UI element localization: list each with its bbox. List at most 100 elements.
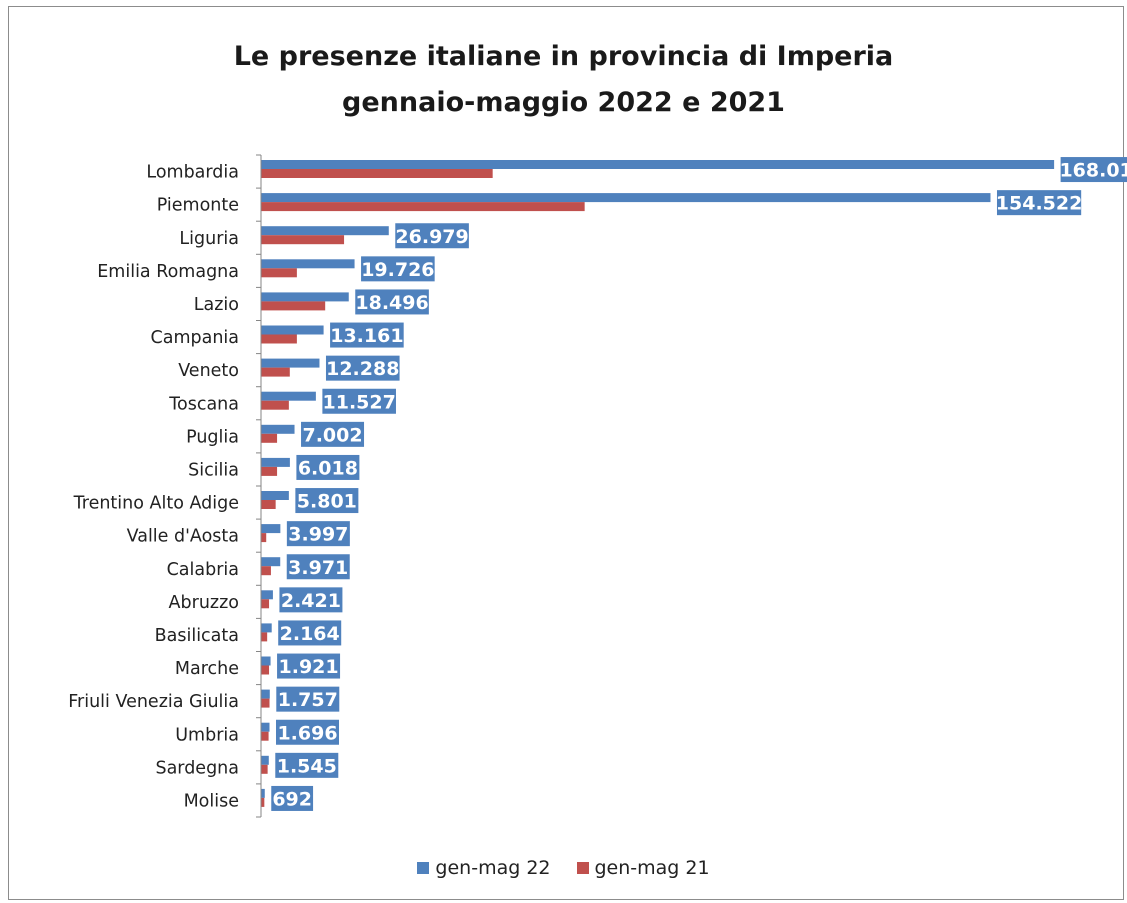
legend-label-2022: gen-mag 22 xyxy=(435,857,551,879)
bar-gen-mag-22 xyxy=(261,524,281,534)
bar-gen-mag-22 xyxy=(261,259,355,269)
data-label-box xyxy=(276,686,340,712)
chart-frame xyxy=(8,6,1124,900)
category-label: Basilicata xyxy=(155,626,239,646)
category-label: Liguria xyxy=(179,229,239,249)
bar-gen-mag-21 xyxy=(261,599,270,609)
bar-gen-mag-21 xyxy=(261,533,267,543)
category-label: Toscana xyxy=(168,394,239,414)
bar-gen-mag-21 xyxy=(261,665,270,675)
bar-gen-mag-22 xyxy=(261,292,349,302)
data-label-box xyxy=(275,752,339,778)
bar-gen-mag-21 xyxy=(261,566,271,576)
data-label-box xyxy=(277,653,341,679)
data-label-box xyxy=(279,587,343,613)
category-label: Valle d'Aosta xyxy=(127,527,239,547)
data-label: 154.522 xyxy=(996,193,1083,215)
category-label: Sicilia xyxy=(188,460,239,480)
bar-gen-mag-21 xyxy=(261,466,278,476)
category-label: Molise xyxy=(184,791,239,811)
category-label: Emilia Romagna xyxy=(97,262,239,282)
category-label: Veneto xyxy=(178,361,239,381)
data-label-box xyxy=(295,488,359,514)
category-label: Piemonte xyxy=(157,196,239,216)
category-label: Calabria xyxy=(167,560,239,580)
category-label: Puglia xyxy=(186,427,239,447)
chart-title-line-1: Le presenze italiane in provincia di Imp… xyxy=(233,41,894,72)
data-label-box xyxy=(301,421,365,447)
data-label: 692 xyxy=(272,788,312,810)
category-label: Trentino Alto Adige xyxy=(73,494,239,514)
legend-item-2021: gen-mag 21 xyxy=(576,857,710,879)
legend-label-2021: gen-mag 21 xyxy=(594,857,710,879)
category-label: Umbria xyxy=(175,725,239,745)
data-label-box xyxy=(1060,157,1127,183)
data-label-box xyxy=(322,388,396,414)
bar-gen-mag-22 xyxy=(261,623,272,633)
data-label: 168.012 xyxy=(1059,160,1127,182)
category-label: Marche xyxy=(175,659,239,679)
bar-gen-mag-22 xyxy=(261,590,273,600)
data-label: 5.801 xyxy=(297,491,357,513)
bar-gen-mag-21 xyxy=(261,632,268,642)
bar-gen-mag-21 xyxy=(261,169,493,178)
data-label-box xyxy=(361,256,435,282)
category-label: Campania xyxy=(151,328,240,348)
data-label: 1.921 xyxy=(279,656,339,678)
data-label-box xyxy=(296,454,360,480)
data-label: 2.421 xyxy=(281,590,341,612)
category-label: Abruzzo xyxy=(169,593,239,613)
bar-gen-mag-22 xyxy=(261,689,270,699)
bar-gen-mag-21 xyxy=(261,268,297,278)
legend-swatch-2022 xyxy=(417,862,430,874)
data-label-box xyxy=(395,223,469,249)
bar-gen-mag-21 xyxy=(261,367,290,377)
data-label: 2.164 xyxy=(280,623,340,645)
data-label-box xyxy=(286,521,350,547)
data-label-box xyxy=(330,322,404,348)
bar-gen-mag-21 xyxy=(261,235,345,245)
data-label: 1.696 xyxy=(277,722,337,744)
category-label: Lazio xyxy=(194,295,239,315)
chart-title-line-2: gennaio-maggio 2022 e 2021 xyxy=(342,87,785,118)
category-label: Lombardia xyxy=(146,163,239,183)
bar-gen-mag-22 xyxy=(261,755,269,765)
bar-gen-mag-22 xyxy=(261,722,270,732)
data-label: 26.979 xyxy=(395,226,468,248)
bar-gen-mag-22 xyxy=(261,424,295,434)
bar-gen-mag-21 xyxy=(261,301,326,311)
category-label: Friuli Venezia Giulia xyxy=(68,692,239,712)
data-label: 11.527 xyxy=(323,391,396,413)
bar-gen-mag-22 xyxy=(261,325,324,335)
bar-gen-mag-21 xyxy=(261,334,297,344)
bar-gen-mag-22 xyxy=(261,656,271,666)
legend-swatch-2021 xyxy=(576,862,589,874)
data-label: 18.496 xyxy=(355,292,428,314)
bar-gen-mag-22 xyxy=(261,193,991,203)
data-label: 7.002 xyxy=(302,424,362,446)
category-label: Sardegna xyxy=(155,758,239,778)
data-label: 3.971 xyxy=(288,557,348,579)
data-label-box xyxy=(286,554,350,580)
data-label: 19.726 xyxy=(361,259,434,281)
bar-gen-mag-22 xyxy=(261,358,320,368)
data-label-box xyxy=(325,355,400,381)
data-label-box xyxy=(271,785,314,811)
bar-gen-mag-21 xyxy=(261,731,269,741)
bar-gen-mag-21 xyxy=(261,764,268,774)
data-label-box xyxy=(355,289,429,315)
data-label-box xyxy=(278,620,342,646)
bar-gen-mag-22 xyxy=(261,391,316,401)
data-label: 3.997 xyxy=(288,524,348,546)
data-label-box xyxy=(996,190,1082,216)
chart-title: Le presenze italiane in provincia di Imp… xyxy=(0,34,1127,126)
data-label-box xyxy=(276,719,340,745)
bar-gen-mag-22 xyxy=(261,160,1055,169)
bar-gen-mag-21 xyxy=(261,400,289,410)
legend-item-2022: gen-mag 22 xyxy=(417,857,551,879)
data-label: 6.018 xyxy=(298,457,358,479)
data-label: 1.757 xyxy=(278,689,338,711)
bar-gen-mag-21 xyxy=(261,797,265,807)
data-label: 1.545 xyxy=(277,755,337,777)
